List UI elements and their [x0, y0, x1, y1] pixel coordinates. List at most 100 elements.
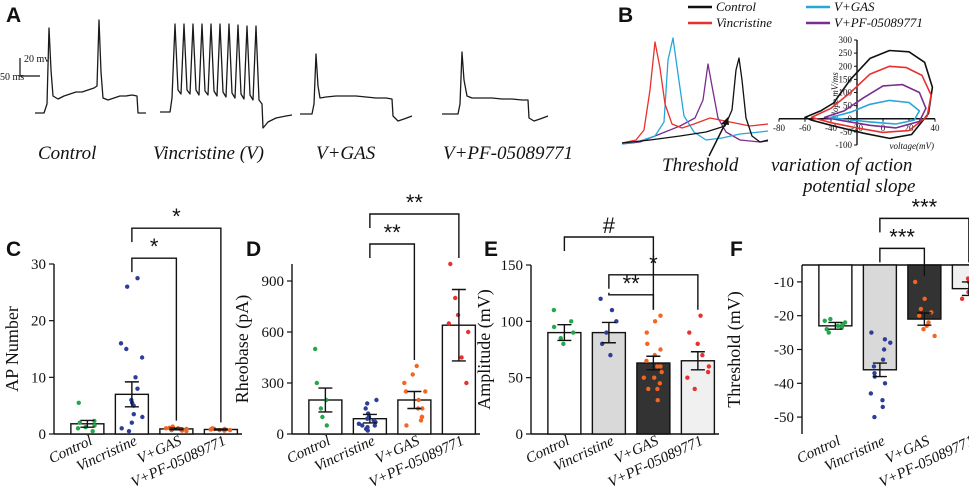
- significance-mark: #: [603, 213, 616, 238]
- data-point: [208, 427, 213, 432]
- data-point: [453, 295, 458, 301]
- data-point: [641, 375, 647, 380]
- data-point: [402, 380, 407, 386]
- data-point: [868, 391, 874, 396]
- data-point: [131, 411, 136, 417]
- significance-bracket: [608, 292, 655, 310]
- ytick-label: -50: [774, 410, 794, 426]
- phase-xtick-2: -40: [825, 123, 837, 133]
- data-point: [360, 423, 365, 428]
- data-point: [364, 401, 370, 406]
- data-point: [918, 306, 924, 312]
- data-point: [372, 423, 377, 428]
- ap-trace-pf: [621, 63, 769, 145]
- data-point: [356, 421, 362, 426]
- data-point: [608, 352, 613, 358]
- panel-label-f: F: [730, 238, 743, 261]
- scale-bar: 20 mv 50 ms: [0, 54, 49, 83]
- data-point: [646, 386, 651, 392]
- data-point: [880, 357, 886, 362]
- data-point: [655, 398, 660, 403]
- data-point: [420, 406, 425, 411]
- phase-xtick-5: 20: [905, 123, 915, 133]
- phase-ylabel: slope mV/ms: [830, 72, 840, 118]
- scale-bar-h: 50 ms: [0, 72, 24, 83]
- data-point: [135, 275, 140, 281]
- significance-bracket: [563, 236, 655, 310]
- data-point: [551, 307, 557, 313]
- significance-bracket: [608, 274, 699, 310]
- data-point: [365, 416, 370, 421]
- data-point: [414, 363, 419, 369]
- error-bar-3: [690, 351, 705, 371]
- legend-label-3: V+PF-05089771: [834, 15, 923, 30]
- data-point: [644, 330, 649, 335]
- error-bar-0: [828, 321, 843, 330]
- data-point: [124, 346, 129, 352]
- data-point: [465, 329, 471, 335]
- legend-label-0: Control: [716, 0, 756, 14]
- significance-mark: **: [384, 220, 402, 245]
- significance-mark: **: [406, 190, 424, 215]
- phase-caption-2: potential slope: [801, 176, 915, 197]
- data-point: [227, 427, 233, 433]
- data-point: [705, 369, 711, 375]
- error-bar-1: [362, 413, 377, 424]
- bar-1: [591, 331, 627, 435]
- panel-a-label: A: [6, 4, 21, 27]
- data-point: [423, 389, 428, 394]
- significance-bracket: [131, 227, 222, 423]
- data-point: [119, 426, 124, 431]
- y-axis-label: Rheobase (pA): [232, 295, 253, 403]
- panel-label-d: D: [246, 238, 261, 261]
- ap-trace-control: [621, 57, 769, 144]
- bar-3: [951, 264, 969, 290]
- panel-b-label: B: [618, 4, 633, 27]
- data-point: [828, 316, 833, 322]
- data-point: [418, 418, 424, 423]
- data-point: [695, 341, 700, 347]
- bar-1: [862, 264, 898, 371]
- data-point: [90, 428, 95, 434]
- y-axis-label: Threshold (mV): [724, 291, 745, 407]
- data-point: [448, 261, 453, 267]
- ytick-label: 600: [262, 325, 285, 341]
- ytick-label: -30: [774, 343, 794, 359]
- data-point: [965, 276, 969, 281]
- data-point: [700, 352, 705, 358]
- ytick-label: 0: [516, 427, 524, 443]
- data-point: [312, 346, 318, 352]
- data-point: [551, 324, 557, 330]
- data-point: [882, 381, 888, 386]
- significance-mark: *: [172, 204, 181, 229]
- data-point: [558, 336, 563, 341]
- error-bar-2: [407, 390, 422, 410]
- data-point: [320, 414, 325, 420]
- data-point: [685, 375, 690, 380]
- bar-0: [547, 331, 582, 435]
- significance-bracket: [879, 247, 926, 276]
- data-point: [571, 330, 576, 335]
- data-point: [655, 386, 660, 392]
- trace-label-vincristine: Vincristine (V): [153, 143, 264, 164]
- legend-label-1: V+GAS: [834, 0, 875, 14]
- data-point: [657, 381, 663, 386]
- phase-loop-control: [804, 49, 934, 140]
- ap-trace-gas: [621, 37, 769, 145]
- threshold-arrow: [708, 117, 729, 157]
- phase-loop-vincristine: [810, 65, 932, 134]
- data-point: [659, 369, 664, 375]
- ytick-label: 20: [31, 314, 46, 330]
- data-point: [416, 397, 421, 403]
- data-point: [869, 330, 874, 335]
- data-point: [932, 333, 937, 339]
- ytick-label: 0: [277, 427, 285, 443]
- data-point: [324, 423, 329, 428]
- data-point: [318, 406, 324, 411]
- data-point: [609, 307, 615, 313]
- data-point: [652, 319, 658, 324]
- data-point: [124, 284, 130, 289]
- data-point: [604, 330, 609, 335]
- data-point: [692, 386, 697, 392]
